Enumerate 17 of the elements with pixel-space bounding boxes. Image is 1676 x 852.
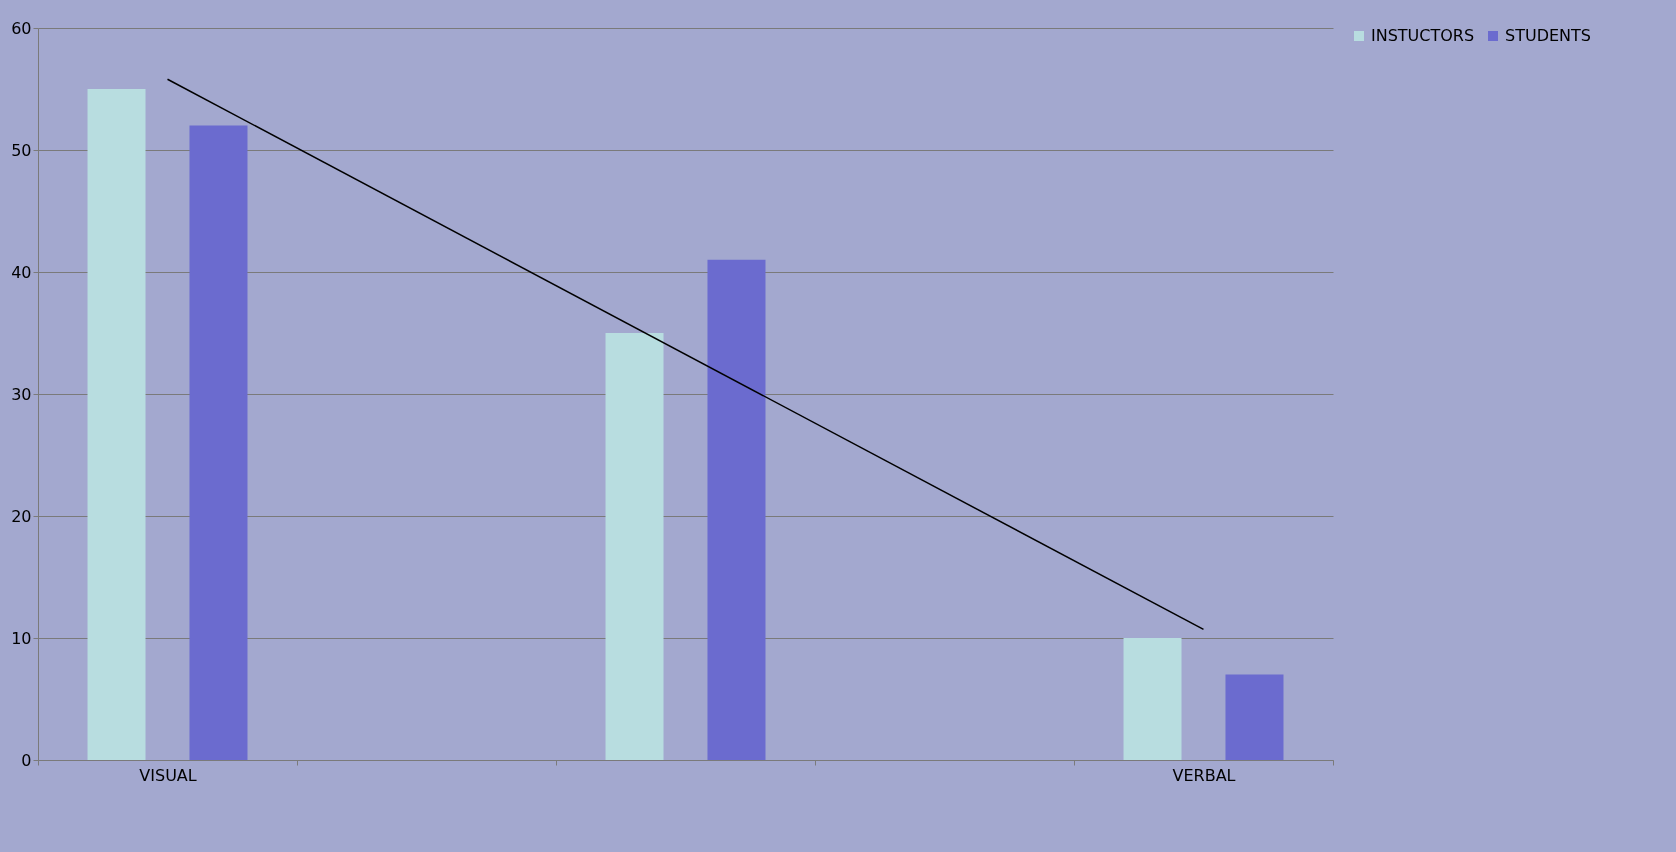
y-tick-label: 20 [11, 506, 32, 526]
bar [1225, 674, 1284, 760]
y-tick-label: 0 [21, 750, 32, 770]
bar [605, 333, 664, 760]
legend-label: INSTUCTORS [1371, 26, 1475, 45]
y-tick-label: 10 [11, 628, 32, 648]
bar [189, 125, 248, 760]
bar [1123, 638, 1182, 760]
bar [707, 259, 766, 760]
y-tick-label: 40 [11, 262, 32, 282]
y-tick-label: 30 [11, 384, 32, 404]
y-tick-label: 50 [11, 140, 32, 160]
x-tick-label: VERBAL [1172, 765, 1236, 785]
bar [87, 89, 146, 760]
y-tick-label: 60 [11, 18, 32, 38]
x-tick-label: VISUAL [139, 765, 197, 785]
legend-label: STUDENTS [1505, 26, 1591, 45]
